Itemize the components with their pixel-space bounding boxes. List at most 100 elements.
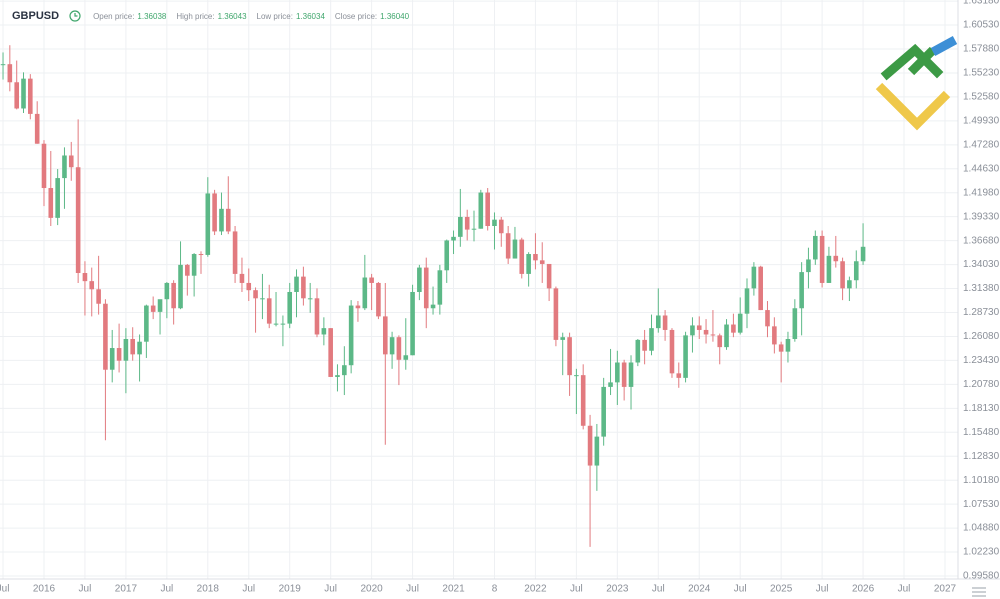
y-tick-label: 1.47280: [963, 139, 1000, 150]
y-tick-label: 1.12830: [963, 451, 1000, 462]
y-tick-label: 1.18130: [963, 403, 1000, 414]
y-tick-label: 1.26080: [963, 331, 1000, 342]
candle-body: [833, 255, 839, 262]
candle-body: [280, 323, 286, 325]
candle-body: [519, 239, 525, 274]
candle-body: [273, 323, 279, 325]
candle-body: [0, 64, 6, 66]
y-tick-label: 1.34030: [963, 259, 1000, 270]
candle-body: [778, 344, 784, 352]
candle-body: [164, 282, 170, 300]
grid-layer: [0, 0, 958, 579]
x-tick-label: Jul: [734, 584, 747, 595]
candle-body: [737, 313, 743, 333]
candle-body: [792, 308, 798, 339]
candle-body: [703, 329, 709, 335]
candle-body: [451, 236, 456, 241]
candle-body: [642, 339, 647, 351]
x-tick-label: 2024: [688, 584, 711, 595]
candle-body: [21, 78, 26, 109]
candle-body: [130, 338, 135, 355]
x-tick-label: Jul: [79, 584, 92, 595]
candle-body: [41, 143, 47, 189]
logo-yellow: [875, 82, 951, 131]
candle-body: [546, 263, 552, 289]
x-tick-label: 2023: [606, 584, 629, 595]
logo-blue: [930, 36, 958, 56]
candle-body: [601, 386, 606, 437]
candle-body: [7, 64, 13, 83]
candle-body: [615, 362, 620, 383]
x-tick-label: Jul: [570, 584, 583, 595]
y-tick-label: 1.20780: [963, 379, 1000, 390]
y-tick-label: 1.36680: [963, 235, 1000, 246]
y-tick-label: 1.60530: [963, 20, 1000, 31]
candle-body: [471, 228, 477, 230]
candle-body: [55, 178, 60, 218]
candle-body: [498, 219, 504, 234]
candle-body: [403, 355, 409, 360]
y-tick-label: 1.57880: [963, 44, 1000, 55]
candle-body: [348, 305, 354, 366]
candle-body: [751, 266, 757, 289]
candle-body: [14, 82, 20, 109]
candle-body: [219, 208, 224, 232]
info-label: Open price:: [93, 11, 135, 21]
candle-body: [635, 339, 641, 363]
candle-body: [396, 337, 402, 360]
candle-body: [198, 254, 204, 256]
x-tick-label: 2020: [360, 584, 383, 595]
candle-body: [444, 240, 450, 271]
x-tick-label: 2022: [524, 584, 547, 595]
candle-body: [246, 282, 252, 291]
clock-icon[interactable]: [69, 10, 81, 22]
x-tick-label: 2021: [442, 584, 465, 595]
candle-body: [526, 254, 531, 274]
x-tick-label: Jul: [242, 584, 255, 595]
candle-body: [758, 266, 763, 311]
candle-body: [266, 298, 272, 324]
candle-body: [157, 299, 163, 312]
candle-body: [144, 305, 149, 342]
candle-body: [799, 272, 804, 309]
y-tick-label: 1.15480: [963, 427, 1000, 438]
candle-body: [690, 325, 695, 336]
candle-body: [48, 188, 54, 218]
candle-body: [744, 288, 750, 314]
candle-body: [533, 254, 538, 261]
candle-body: [437, 270, 443, 305]
candle-body: [717, 335, 723, 348]
candle-body: [683, 335, 688, 378]
y-tick-label: 1.41980: [963, 187, 1000, 198]
candle-body: [191, 254, 197, 276]
candle-body: [410, 291, 415, 356]
header: GBPUSD Open price: 1.36038 High price: 1.36…: [12, 10, 419, 22]
candle-body: [539, 260, 545, 264]
candle-body: [553, 288, 559, 340]
candle-body: [321, 328, 327, 335]
candle-body: [116, 348, 122, 361]
candle-body: [307, 298, 313, 300]
y-tick-label: 1.07530: [963, 499, 1000, 510]
x-tick-label: Jul: [898, 584, 911, 595]
candle-body: [587, 425, 593, 466]
candle-body: [676, 373, 682, 378]
candle-body: [853, 261, 859, 281]
candle-body: [185, 264, 190, 276]
y-tick-label: 1.23430: [963, 355, 1000, 366]
y-tick-label: 1.04880: [963, 523, 1000, 534]
candle-body: [103, 303, 108, 370]
logo-green-2: [907, 46, 937, 76]
y-tick-label: 1.02230: [963, 547, 1000, 558]
info-value: 1.36038: [137, 11, 167, 21]
x-tick-label: 2016: [33, 584, 56, 595]
settings-icon[interactable]: [972, 587, 986, 597]
candle-body: [649, 328, 654, 351]
candle-body: [560, 337, 566, 340]
candle-body: [731, 324, 736, 333]
candle-body: [567, 337, 572, 376]
candle-body: [826, 255, 832, 283]
candle-body: [772, 326, 777, 345]
candle-body: [423, 267, 429, 309]
